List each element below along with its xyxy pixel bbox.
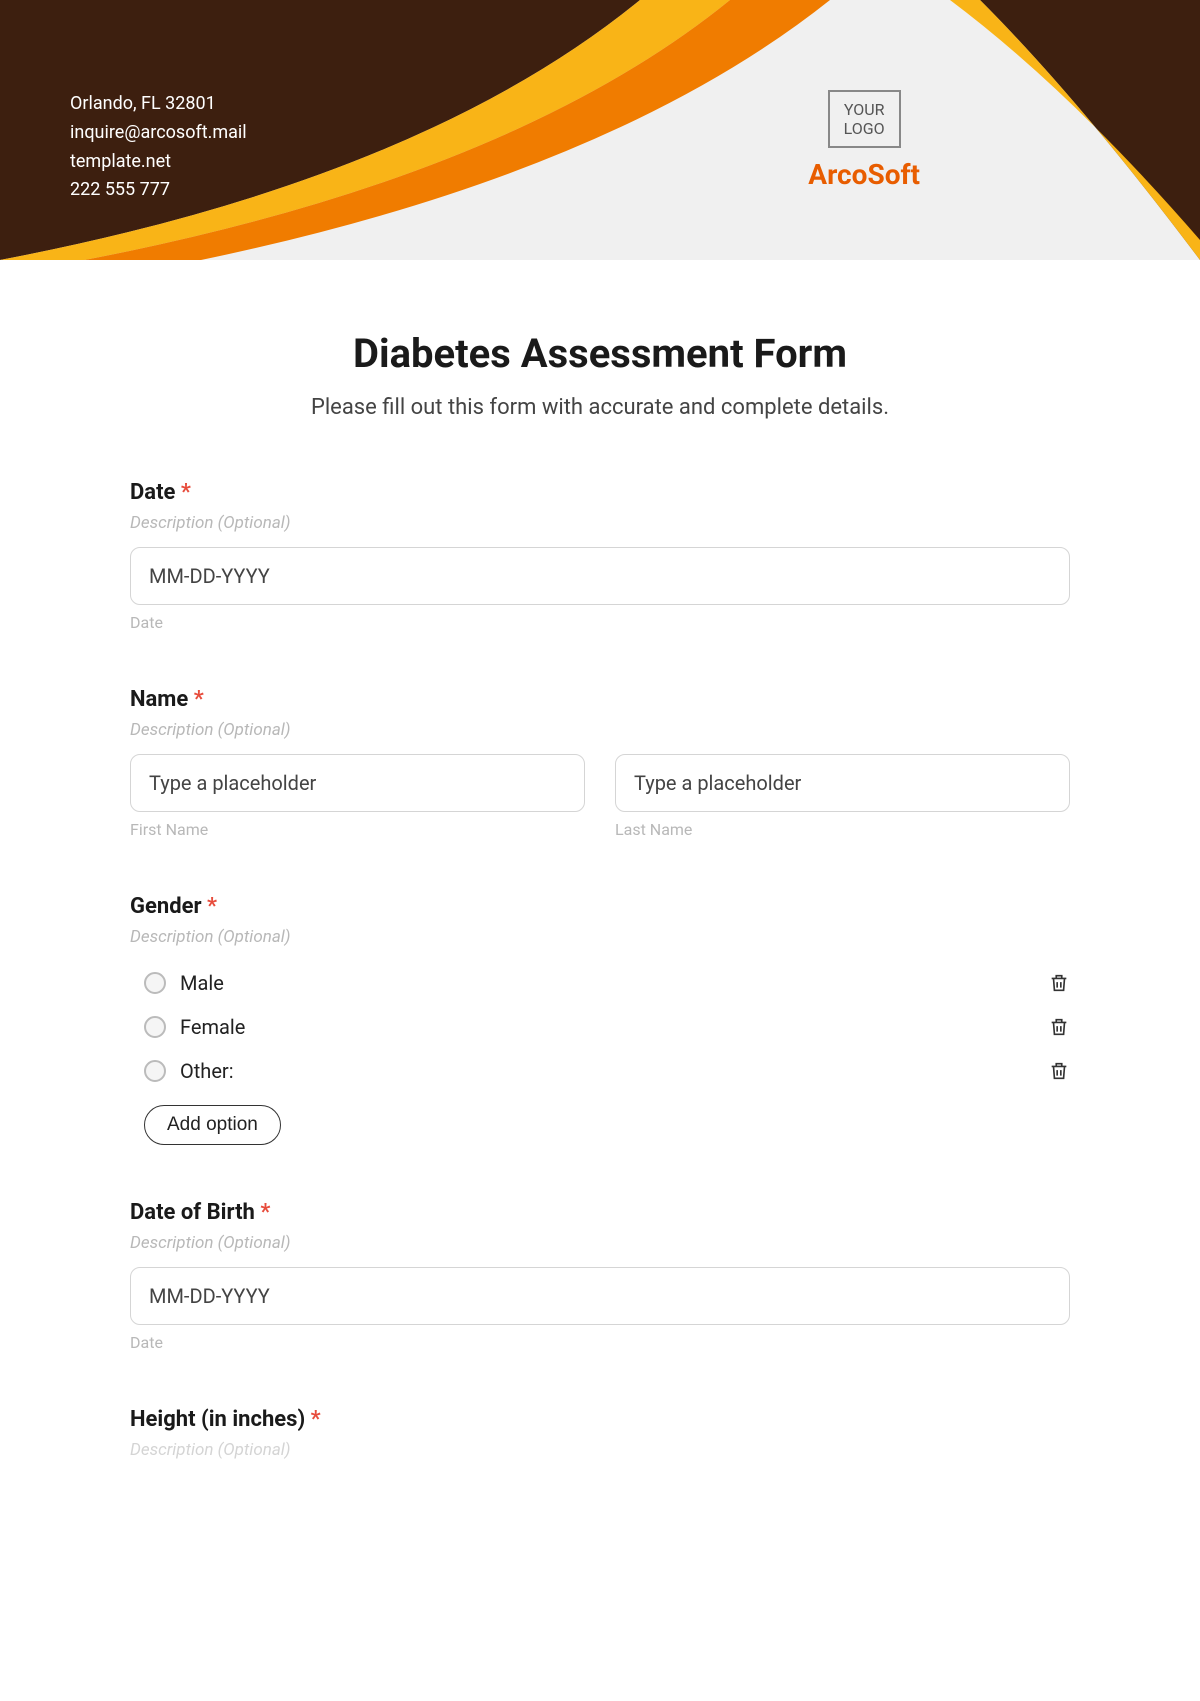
required-mark: * (194, 687, 204, 712)
company-name: ArcoSoft (808, 158, 920, 191)
contact-email: inquire@arcosoft.mail (70, 119, 247, 148)
dob-label-row: Date of Birth * (130, 1200, 1070, 1225)
gender-option-male[interactable]: Male (144, 971, 224, 995)
form-subtitle: Please fill out this form with accurate … (130, 395, 1070, 420)
gender-option-other[interactable]: Other: (144, 1059, 234, 1083)
gender-option-row: Other: (130, 1049, 1070, 1093)
contact-phone: 222 555 777 (70, 176, 247, 205)
logo-placeholder: YOUR LOGO (828, 90, 901, 148)
last-name-col: Last Name (615, 754, 1070, 839)
gender-label-row: Gender * (130, 894, 1070, 919)
date-label-row: Date * (130, 480, 1070, 505)
field-name: Name * Description (Optional) First Name… (130, 687, 1070, 839)
date-sublabel: Date (130, 613, 1070, 632)
dob-input[interactable] (130, 1267, 1070, 1325)
required-mark: * (311, 1407, 321, 1432)
name-two-col: First Name Last Name (130, 754, 1070, 839)
dob-label: Date of Birth (130, 1200, 255, 1225)
logo-line2: LOGO (844, 119, 885, 138)
page-container: Orlando, FL 32801 inquire@arcosoft.mail … (0, 0, 1200, 1534)
height-label-row: Height (in inches) * (130, 1407, 1070, 1432)
date-input[interactable] (130, 547, 1070, 605)
contact-address: Orlando, FL 32801 (70, 90, 247, 119)
required-mark: * (181, 480, 191, 505)
dob-sublabel: Date (130, 1333, 1070, 1352)
gender-option-row: Female (130, 1005, 1070, 1049)
required-mark: * (207, 894, 217, 919)
gender-option-female[interactable]: Female (144, 1015, 245, 1039)
gender-label: Gender (130, 894, 202, 919)
trash-icon[interactable] (1048, 971, 1070, 995)
first-name-col: First Name (130, 754, 585, 839)
form-area: Diabetes Assessment Form Please fill out… (0, 260, 1200, 1534)
radio-icon (144, 972, 166, 994)
gender-option-label: Female (180, 1015, 245, 1039)
gender-option-label: Male (180, 971, 224, 995)
name-desc: Description (Optional) (130, 720, 1070, 740)
logo-line1: YOUR (844, 100, 885, 119)
first-name-input[interactable] (130, 754, 585, 812)
dob-desc: Description (Optional) (130, 1233, 1070, 1253)
radio-icon (144, 1060, 166, 1082)
form-title: Diabetes Assessment Form (130, 330, 1070, 377)
name-label: Name (130, 687, 188, 712)
contact-info: Orlando, FL 32801 inquire@arcosoft.mail … (70, 90, 247, 205)
logo-block: YOUR LOGO ArcoSoft (808, 90, 920, 191)
last-name-sublabel: Last Name (615, 820, 1070, 839)
field-height: Height (in inches) * Description (Option… (130, 1407, 1070, 1460)
gender-option-row: Male (130, 961, 1070, 1005)
gender-option-label: Other: (180, 1059, 234, 1083)
date-label: Date (130, 480, 175, 505)
trash-icon[interactable] (1048, 1015, 1070, 1039)
date-desc: Description (Optional) (130, 513, 1070, 533)
name-label-row: Name * (130, 687, 1070, 712)
field-date: Date * Description (Optional) Date (130, 480, 1070, 632)
radio-icon (144, 1016, 166, 1038)
gender-desc: Description (Optional) (130, 927, 1070, 947)
field-dob: Date of Birth * Description (Optional) D… (130, 1200, 1070, 1352)
first-name-sublabel: First Name (130, 820, 585, 839)
page-header: Orlando, FL 32801 inquire@arcosoft.mail … (0, 0, 1200, 260)
height-label: Height (in inches) (130, 1407, 305, 1432)
height-desc: Description (Optional) (130, 1440, 1070, 1460)
contact-site: template.net (70, 148, 247, 177)
add-option-button[interactable]: Add option (144, 1105, 281, 1145)
field-gender: Gender * Description (Optional) Male Fem… (130, 894, 1070, 1145)
trash-icon[interactable] (1048, 1059, 1070, 1083)
last-name-input[interactable] (615, 754, 1070, 812)
required-mark: * (260, 1200, 270, 1225)
